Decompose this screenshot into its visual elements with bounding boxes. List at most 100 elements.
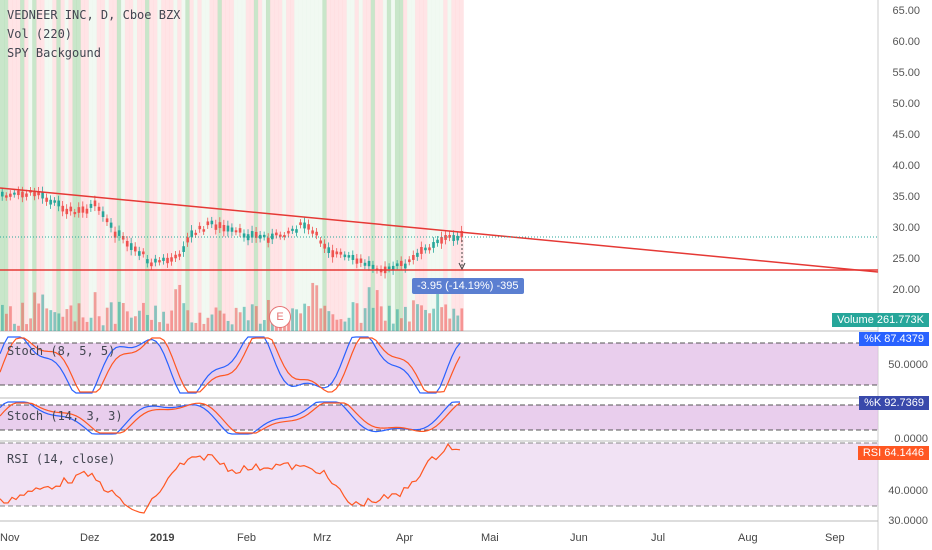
candle-body [73, 211, 77, 215]
candle-body [49, 199, 52, 205]
spy-background-band [386, 0, 392, 331]
rsi-line [0, 442, 461, 514]
candle-body [182, 246, 185, 252]
volume-bar [311, 282, 315, 331]
candle-body [133, 246, 137, 252]
volume-bar [363, 308, 367, 331]
stoch1-band [0, 343, 878, 385]
candle-body [246, 234, 250, 241]
spy-background-band [128, 0, 134, 331]
spy-background-band [419, 0, 424, 331]
candle-body [142, 251, 145, 255]
spy-background-band [157, 0, 162, 331]
spy-background-band [72, 0, 77, 331]
volume-bar [174, 289, 178, 331]
candle-body [287, 230, 290, 234]
spy-background-band [12, 0, 17, 331]
spy-background-band [455, 0, 460, 331]
spy-background-band [193, 0, 198, 331]
spy-background-band [374, 0, 380, 331]
spy-background-band [60, 0, 65, 331]
descending-trendline[interactable] [0, 187, 879, 273]
stoch1-d-line [0, 337, 461, 393]
volume-bar [230, 324, 234, 331]
candle-body [347, 255, 351, 258]
volume-legend[interactable]: Vol (220) [7, 27, 73, 41]
price-axis-label: 25.00 [892, 253, 920, 265]
spy-background-band [427, 0, 432, 331]
volume-bar [226, 320, 230, 331]
spy-background-band [24, 0, 29, 331]
spy-background-band [0, 0, 5, 331]
spy-background-band [286, 0, 291, 331]
spy-background-band [28, 0, 33, 331]
symbol-title[interactable]: VEDNEER INC, D, Cboe BZX [7, 8, 181, 22]
candle-body [323, 243, 326, 249]
spy-background-band [40, 0, 45, 331]
candle-body [194, 232, 198, 235]
volume-bar [371, 307, 375, 331]
rsi-tag: RSI 64.1446 [857, 446, 929, 460]
volume-bar [162, 311, 165, 331]
spy-background-band [229, 0, 235, 331]
candle-body [81, 206, 85, 213]
candle-body [299, 222, 302, 226]
spy-legend[interactable]: SPY Backgound [7, 46, 101, 60]
spy-background-band [112, 0, 118, 331]
candle-body [444, 235, 447, 240]
price-axis-label: 50.00 [892, 98, 920, 110]
spy-background-band [314, 0, 319, 331]
candle-body [367, 260, 371, 267]
spy-background-band [270, 0, 275, 331]
volume-bar [89, 317, 93, 331]
volume-bar [331, 314, 335, 331]
spy-background-band [407, 0, 412, 331]
volume-bar [81, 317, 85, 331]
volume-bar [448, 318, 452, 331]
candle-body [61, 205, 65, 212]
spy-background-band [249, 0, 255, 331]
rsi-legend[interactable]: RSI (14, close) [7, 452, 116, 466]
volume-bar [375, 290, 379, 331]
volume-bar [291, 308, 294, 331]
candle-body [33, 191, 36, 197]
earnings-marker[interactable]: E [269, 306, 291, 328]
spy-background-band [431, 0, 436, 331]
candle-body [250, 231, 254, 238]
spy-background-band [209, 0, 214, 331]
candle-body [399, 260, 403, 266]
spy-background-band [398, 0, 404, 331]
volume-bar [73, 321, 77, 331]
volume-bar [146, 314, 149, 331]
price-axis-label: 20.00 [892, 284, 920, 296]
candle-body [266, 237, 270, 243]
volume-bar [424, 309, 427, 331]
spy-background-band [411, 0, 416, 331]
spy-background-band [181, 0, 186, 331]
spy-background-band [4, 0, 9, 331]
candle-body [258, 234, 262, 239]
volume-bar [359, 322, 363, 331]
spy-background-band [382, 0, 388, 331]
volume-bar [404, 306, 407, 331]
spy-background-band [443, 0, 448, 331]
volume-bar [133, 316, 137, 331]
spy-background-band [116, 0, 122, 331]
candle-body [311, 230, 314, 234]
spy-background-band [201, 0, 206, 331]
candle-body [343, 254, 347, 258]
candle-body [242, 233, 246, 238]
spy-background-band [394, 0, 400, 331]
candle-body [254, 231, 258, 238]
spy-background-band [137, 0, 142, 331]
candle-body [339, 251, 343, 255]
candle-body [335, 251, 339, 255]
spy-background-band [173, 0, 178, 331]
stoch2-legend[interactable]: Stoch (14, 3, 3) [7, 409, 123, 423]
measure-label: -3.95 (-14.19%) -395 [412, 278, 524, 294]
spy-background-band [205, 0, 210, 331]
stoch1-legend[interactable]: Stoch (8, 5, 5) [7, 344, 116, 358]
volume-bar [138, 310, 141, 331]
spy-background-band [56, 0, 61, 331]
